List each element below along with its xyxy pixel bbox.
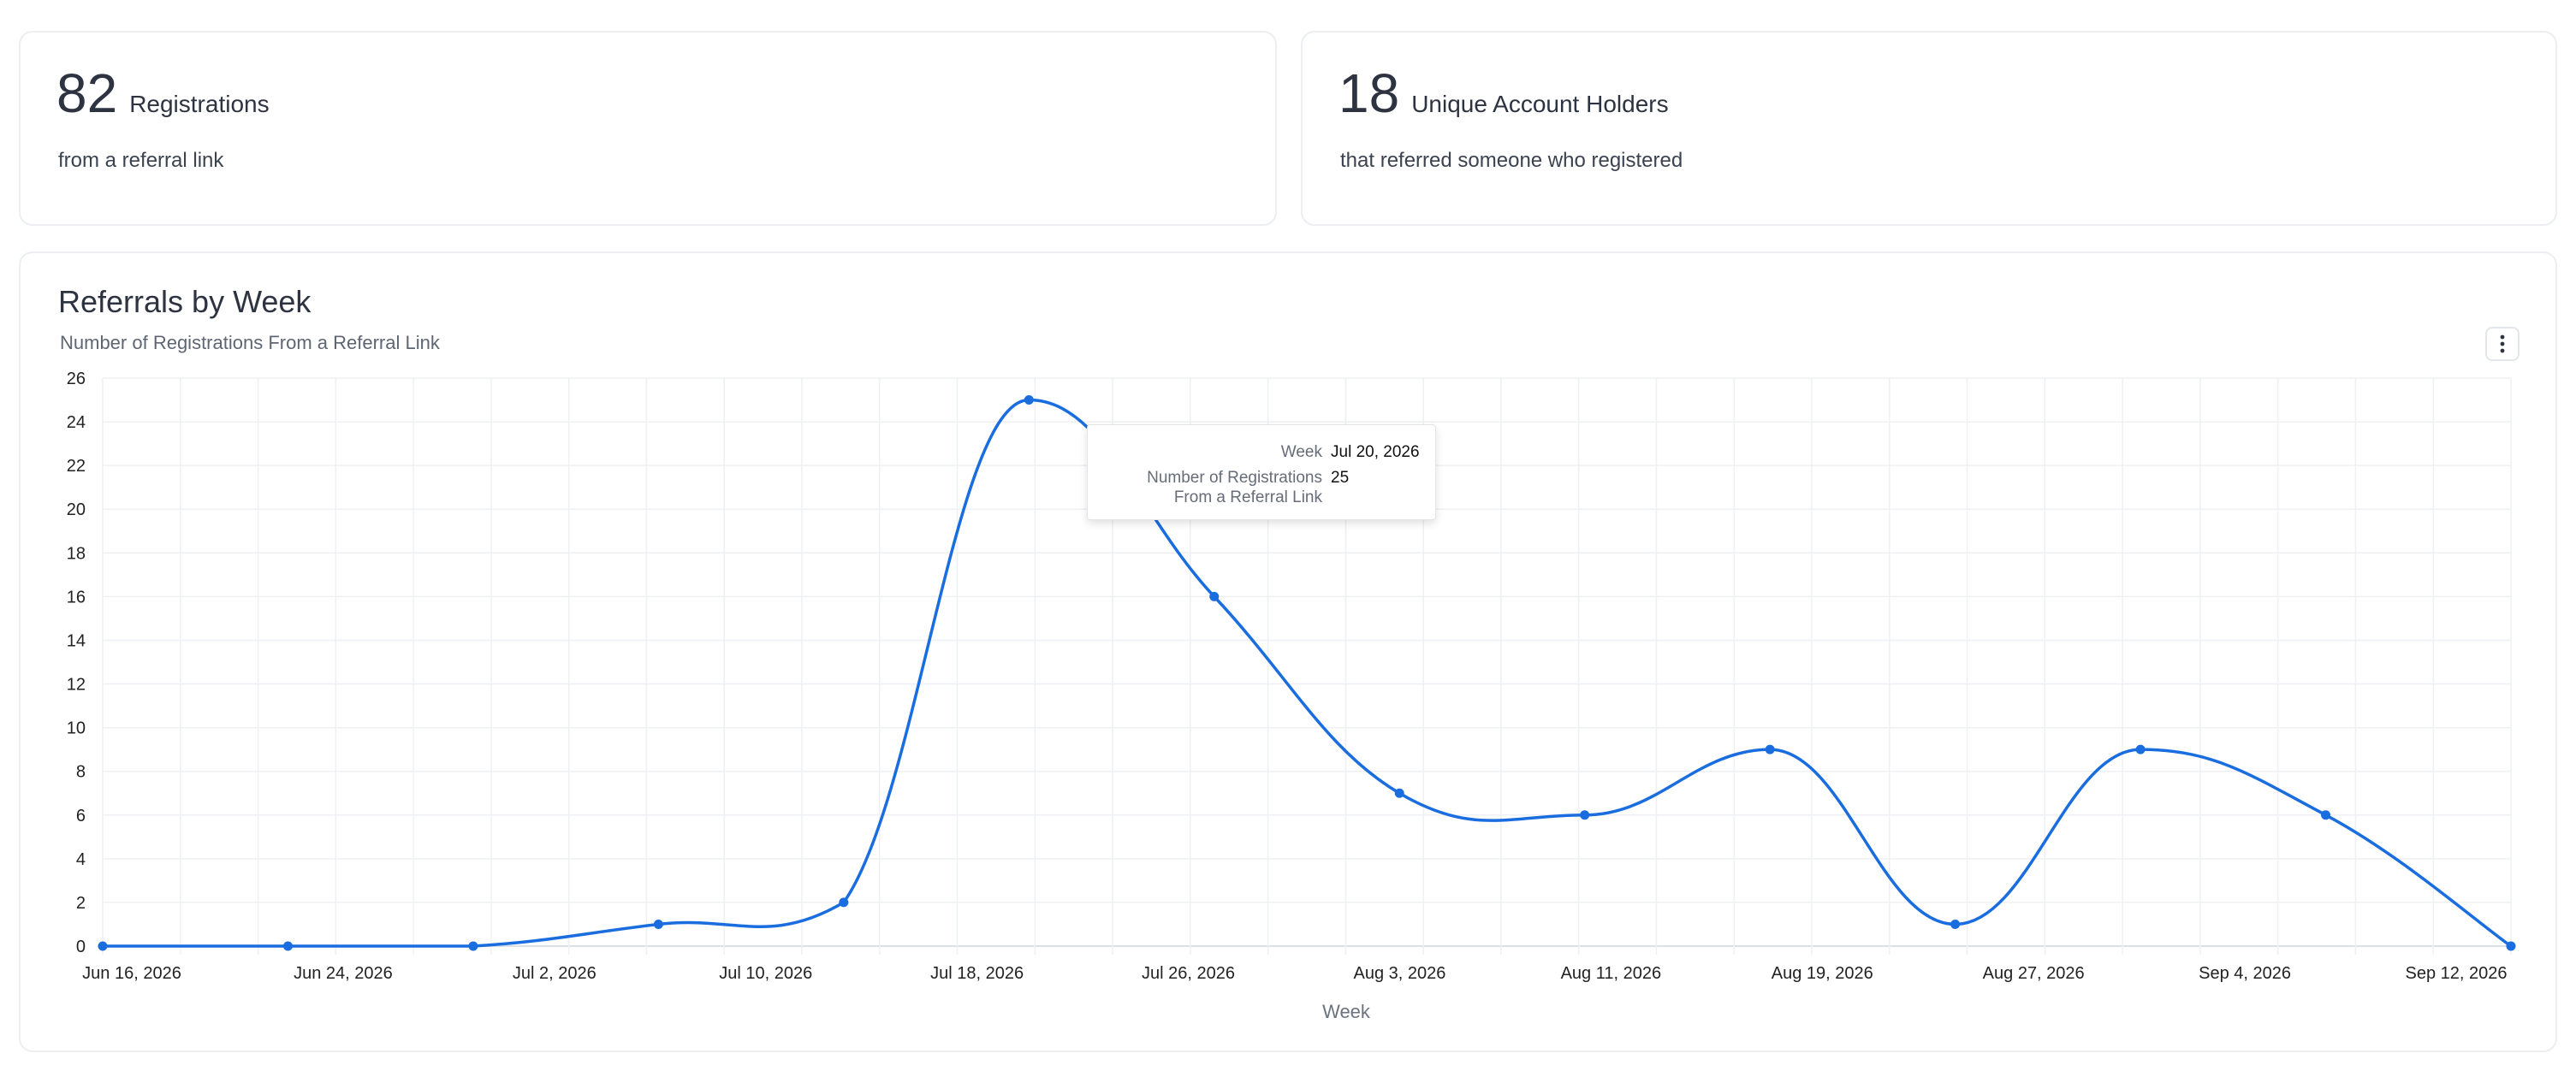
series-line (103, 398, 2513, 948)
data-point[interactable] (468, 941, 478, 951)
y-tick-label: 2 (76, 894, 86, 913)
data-point[interactable] (2506, 941, 2516, 951)
data-point[interactable] (282, 941, 293, 951)
referrals-chart-card: Referrals by Week Number of Registration… (19, 251, 2557, 1052)
data-point[interactable] (1394, 788, 1404, 798)
tooltip-count-value: 25 (1331, 469, 1350, 487)
data-point[interactable] (1950, 919, 1961, 929)
y-tick-label: 24 (67, 413, 86, 432)
x-tick-label: Aug 11, 2026 (1561, 964, 1662, 983)
tooltip-count-key-line1: Number of Registrations (1147, 469, 1322, 487)
registrations-headline: 82 Registrations (56, 62, 270, 125)
y-tick-label: 6 (76, 807, 86, 825)
x-tick-label: Sep 12, 2026 (2406, 964, 2508, 983)
account-holders-label: Unique Account Holders (1411, 91, 1669, 117)
tooltip-count-key-line2: From a Referral Link (1173, 488, 1322, 506)
y-tick-label: 12 (67, 676, 86, 695)
data-point[interactable] (1765, 744, 1775, 754)
y-tick-label: 14 (67, 631, 86, 650)
y-tick-label: 22 (67, 457, 86, 476)
registrations-count: 82 (56, 62, 118, 124)
data-point[interactable] (98, 941, 108, 951)
chart-menu-button[interactable] (2485, 327, 2520, 361)
tooltip-week-value: Jul 20, 2026 (1331, 443, 1420, 461)
x-tick-label: Jul 26, 2026 (1142, 964, 1235, 983)
chart-subtitle: Number of Registrations From a Referral … (60, 332, 440, 353)
series-points (98, 395, 2516, 951)
vertical-ellipsis-icon (2500, 334, 2505, 353)
data-point[interactable] (1580, 810, 1590, 820)
x-tick-label: Sep 4, 2026 (2199, 964, 2291, 983)
tooltip-week-key: Week (1280, 443, 1322, 461)
y-tick-label: 0 (76, 938, 86, 956)
account-holders-description: that referred someone who registered (1340, 149, 1683, 172)
y-tick-label: 16 (67, 588, 86, 607)
x-tick-label: Jul 18, 2026 (930, 964, 1024, 983)
x-tick-label: Jun 16, 2026 (82, 964, 181, 983)
x-tick-label: Jul 2, 2026 (513, 964, 597, 983)
registrations-label: Registrations (129, 91, 270, 117)
account-holders-stat-card: 18 Unique Account Holders that referred s… (1301, 31, 2557, 226)
y-tick-label: 26 (67, 370, 86, 388)
x-axis-title: Week (1322, 1001, 1371, 1022)
x-tick-label: Aug 19, 2026 (1772, 964, 1873, 983)
x-tick-label: Jun 24, 2026 (294, 964, 393, 983)
account-holders-headline: 18 Unique Account Holders (1338, 62, 1669, 125)
registrations-description: from a referral link (58, 149, 224, 172)
grid-lines (102, 377, 2512, 955)
y-tick-label: 10 (67, 719, 86, 738)
x-tick-label: Jul 10, 2026 (719, 964, 812, 983)
data-point[interactable] (1024, 395, 1034, 405)
chart-title: Referrals by Week (58, 284, 312, 319)
data-point[interactable] (2135, 744, 2146, 754)
data-point[interactable] (653, 919, 663, 929)
data-point[interactable] (2321, 810, 2331, 820)
x-axis-ticks: Jun 16, 2026 Jun 24, 2026 Jul 2, 2026 Jul 1… (82, 964, 2507, 983)
registrations-stat-card: 82 Registrations from a referral link (19, 31, 1277, 226)
x-tick-label: Aug 27, 2026 (1983, 964, 2085, 983)
account-holders-count: 18 (1338, 62, 1400, 124)
data-tooltip: Week Jul 20, 2026 Number of Registration… (1087, 424, 1436, 520)
data-point[interactable] (839, 897, 849, 908)
y-tick-label: 20 (67, 500, 86, 519)
y-tick-label: 4 (76, 850, 86, 869)
y-tick-label: 18 (67, 544, 86, 563)
data-point[interactable] (1209, 591, 1220, 601)
y-tick-label: 8 (76, 763, 86, 782)
x-tick-label: Aug 3, 2026 (1354, 964, 1446, 983)
